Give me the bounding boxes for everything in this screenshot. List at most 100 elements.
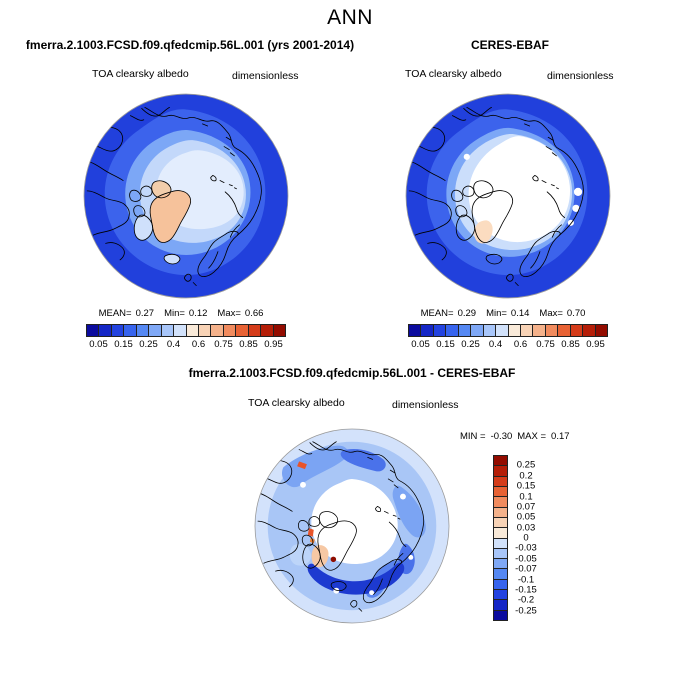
- colorbar-cell: [494, 486, 507, 498]
- colorbar-cell: [223, 325, 237, 336]
- colorbar-cell: [421, 325, 434, 336]
- min-value: 0.12: [188, 308, 208, 319]
- colorbar-tick-label: 0.2: [519, 470, 533, 482]
- colorbar-cell: [471, 325, 484, 336]
- colorbar-cell: [508, 325, 521, 336]
- colorbar-labels-vertical: 0.25 0.2 0.15 0.1 0.07 0.05 0.03 0 -0.03 -0.05 -0.…: [510, 455, 550, 621]
- mean-label: MEAN=: [98, 308, 132, 319]
- stats-model: MEAN= 0.27 Min= 0.12 Max= 0.66: [86, 308, 286, 319]
- colorbar-cell: [494, 538, 507, 549]
- colorbar-cell: [494, 528, 507, 539]
- colorbar-tick-label: 0.6: [191, 339, 206, 350]
- colorbar-obs: 0.05 0.15 0.25 0.4 0.6 0.75 0.85 0.95: [408, 324, 608, 350]
- colorbar-cell: [261, 325, 274, 336]
- colorbar-cell: [494, 507, 507, 518]
- colorbar-cell: [124, 325, 137, 336]
- colorbar-cells: [86, 324, 286, 337]
- mean-value: 0.27: [135, 308, 155, 319]
- diff-map: [254, 428, 450, 624]
- colorbar-tick-label: 0.25: [516, 459, 536, 471]
- colorbar-tick-label: 0.4: [166, 339, 181, 350]
- page-title: ANN: [327, 6, 373, 29]
- panel-title-diff: fmerra.2.1003.FCSD.f09.qfedcmip.56L.001 …: [188, 366, 516, 380]
- colorbar-tick-label: 0.05: [411, 339, 430, 350]
- colorbar-cell: [494, 466, 507, 477]
- colorbar-tick-label: 0.1: [519, 491, 533, 502]
- colorbar-cell: [494, 590, 507, 601]
- colorbar-tick-label: -0.05: [515, 553, 537, 565]
- colorbar-diff: 0.25 0.2 0.15 0.1 0.07 0.05 0.03 0 -0.03 -0.05 -0.…: [493, 455, 553, 621]
- min-label: Min=: [486, 308, 507, 319]
- colorbar-cell: [273, 325, 285, 336]
- colorbar-cell: [433, 325, 447, 336]
- colorbar-tick-label: -0.1: [517, 574, 535, 585]
- field-label-model: TOA clearsky albedo: [92, 68, 189, 80]
- units-label-obs: dimensionless: [547, 70, 614, 82]
- colorbar-model: 0.05 0.15 0.25 0.4 0.6 0.75 0.85 0.95: [86, 324, 286, 350]
- colorbar-tick-label: 0.75: [214, 339, 233, 350]
- colorbar-tick-label: 0.85: [239, 339, 258, 350]
- max-label: MAX =: [517, 431, 547, 442]
- colorbar-tick-label: 0.95: [264, 339, 283, 350]
- max-value: 0.70: [566, 308, 586, 319]
- colorbar-cell: [236, 325, 249, 336]
- colorbar-cell: [111, 325, 125, 336]
- colorbar-cell: [545, 325, 559, 336]
- colorbar-tick-label: 0.25: [139, 339, 158, 350]
- colorbar-tick-label: 0.03: [516, 522, 536, 534]
- colorbar-cell: [494, 456, 507, 467]
- colorbar-ticks: 0.05 0.15 0.25 0.4 0.6 0.75 0.85 0.95: [86, 337, 286, 350]
- colorbar-tick-label: -0.15: [515, 584, 537, 596]
- units-label-model: dimensionless: [232, 70, 299, 82]
- stats-obs: MEAN= 0.29 Min= 0.14 Max= 0.70: [408, 308, 608, 319]
- colorbar-tick-label: 0.05: [89, 339, 108, 350]
- colorbar-cell: [458, 325, 472, 336]
- max-value: 0.17: [551, 431, 570, 442]
- mean-label: MEAN=: [420, 308, 454, 319]
- colorbar-cell: [99, 325, 112, 336]
- colorbar-cell: [211, 325, 224, 336]
- colorbar-cell: [87, 325, 100, 336]
- colorbar-tick-label: 0.75: [536, 339, 555, 350]
- stats-diff: MIN = -0.30 MAX = 0.17: [460, 431, 575, 442]
- colorbar-tick-label: -0.25: [515, 605, 537, 617]
- colorbar-cell: [583, 325, 596, 336]
- colorbar-cells: [408, 324, 608, 337]
- colorbar-cell: [494, 548, 507, 560]
- colorbar-cell: [494, 569, 507, 580]
- panel-title-model: fmerra.2.1003.FCSD.f09.qfedcmip.56L.001 …: [25, 38, 355, 52]
- mean-value: 0.29: [457, 308, 477, 319]
- colorbar-tick-label: 0: [523, 532, 529, 544]
- colorbar-cell: [494, 600, 507, 611]
- colorbar-cell: [161, 325, 175, 336]
- units-label-diff: dimensionless: [392, 399, 459, 411]
- colorbar-cell: [136, 325, 150, 336]
- min-value: -0.30: [490, 431, 513, 442]
- panel-title-obs: CERES-EBAF: [470, 38, 549, 52]
- colorbar-cell: [494, 559, 507, 570]
- colorbar-tick-label: -0.07: [515, 563, 537, 575]
- colorbar-tick-label: -0.03: [515, 542, 537, 554]
- colorbar-cell: [174, 325, 187, 336]
- colorbar-tick-label: 0.95: [586, 339, 605, 350]
- colorbar-tick-label: 0.15: [516, 480, 536, 492]
- colorbar-cell: [446, 325, 459, 336]
- colorbar-cell: [494, 497, 507, 508]
- colorbar-tick-label: 0.05: [516, 511, 536, 523]
- colorbar-tick-label: 0.15: [114, 339, 133, 350]
- colorbar-cell: [595, 325, 607, 336]
- colorbar-tick-label: 0.4: [488, 339, 503, 350]
- colorbar-cell: [198, 325, 212, 336]
- colorbar-tick-label: 0.07: [516, 501, 536, 513]
- colorbar-cells-vertical: [493, 455, 508, 621]
- colorbar-tick-label: 0.15: [436, 339, 455, 350]
- colorbar-cell: [186, 325, 199, 336]
- colorbar-tick-label: 0.85: [561, 339, 580, 350]
- colorbar-cell: [520, 325, 534, 336]
- model-map: [83, 93, 289, 299]
- colorbar-cell: [149, 325, 162, 336]
- colorbar-ticks: 0.05 0.15 0.25 0.4 0.6 0.75 0.85 0.95: [408, 337, 608, 350]
- colorbar-cell: [496, 325, 509, 336]
- colorbar-cell: [409, 325, 422, 336]
